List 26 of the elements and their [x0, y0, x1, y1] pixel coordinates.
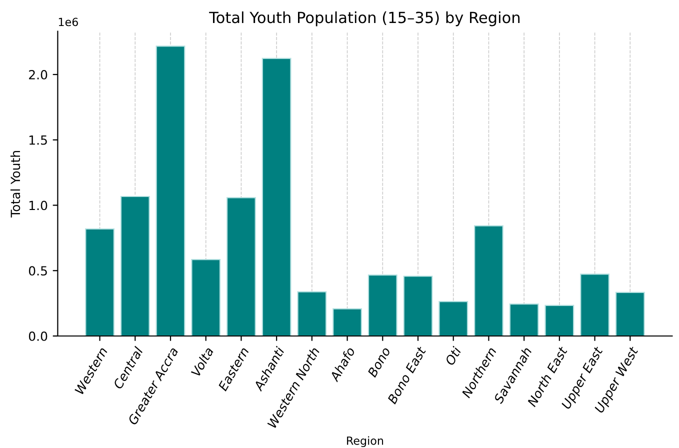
x-tick-label: Oti: [444, 346, 462, 366]
bar: [85, 228, 114, 336]
y-tick-label: 2.0: [29, 70, 48, 80]
bar: [332, 308, 362, 336]
bar: [474, 225, 504, 336]
bar: [438, 301, 468, 336]
chart-title: Total Youth Population (15–35) by Region: [209, 11, 520, 26]
y-tick-label: 0.0: [28, 331, 48, 341]
y-tick-label: 0.5: [28, 266, 47, 276]
bar: [509, 304, 539, 336]
text: 1e6: [58, 18, 78, 26]
bar: [580, 274, 610, 336]
bar: [297, 291, 327, 336]
bar: [368, 274, 398, 336]
bar: [191, 258, 221, 336]
y-tick-label: 1.0: [29, 200, 48, 210]
bar: [615, 292, 645, 336]
bar: [262, 58, 292, 336]
bar: [226, 197, 256, 336]
bar: [403, 276, 433, 336]
x-axis-title: Region: [347, 436, 384, 448]
bar: [156, 46, 186, 336]
y-axis-title: Total Youth: [10, 150, 20, 218]
bar: [120, 196, 150, 336]
bar: [544, 304, 574, 336]
y-tick-label: 1.5: [29, 136, 47, 145]
